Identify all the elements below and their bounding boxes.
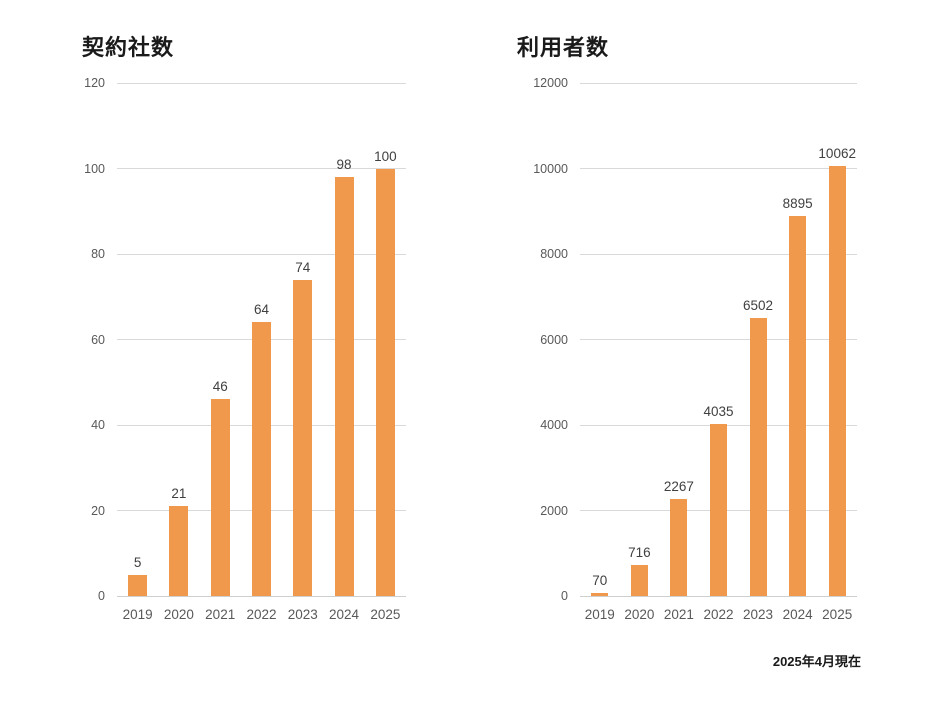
y-axis-tick-label: 120 — [84, 76, 105, 90]
y-axis-tick-label: 10000 — [533, 161, 568, 176]
as-of-date-note: 2025年4月現在 — [772, 654, 861, 669]
bar-data-label: 4035 — [703, 403, 734, 419]
user-count-chart-title: 利用者数 — [517, 35, 610, 60]
x-axis-category-label: 2021 — [663, 607, 694, 622]
bar-2022 — [252, 322, 271, 596]
bar-2020 — [630, 565, 648, 596]
bar-2025 — [828, 165, 846, 596]
x-axis-category-label: 2025 — [822, 607, 853, 622]
y-axis-tick-label: 40 — [91, 418, 105, 432]
gridline — [580, 168, 857, 169]
x-axis-category-label: 2023 — [743, 607, 774, 622]
bar-data-label: 6502 — [743, 298, 774, 314]
bar-2023 — [293, 279, 313, 596]
gridline — [117, 595, 406, 597]
x-axis-category-label: 2021 — [205, 607, 236, 622]
bar-2022 — [710, 423, 727, 596]
x-axis-category-label: 2022 — [703, 607, 734, 622]
gridline — [580, 595, 857, 597]
y-axis-tick-label: 20 — [91, 503, 105, 518]
x-axis-category-label: 2024 — [782, 607, 813, 622]
x-axis-category-label: 2024 — [329, 607, 360, 622]
bar-2024 — [334, 177, 354, 596]
y-axis-tick-label: 0 — [98, 589, 105, 603]
x-axis-category-label: 2019 — [122, 607, 153, 622]
contract-count-chart-title: 契約社数 — [82, 35, 175, 60]
gridline — [580, 339, 857, 340]
x-axis-category-label: 2019 — [584, 607, 615, 622]
bar-data-label: 64 — [253, 302, 270, 318]
x-axis-category-label: 2022 — [246, 607, 277, 622]
bar-2021 — [210, 399, 230, 596]
bar-data-label: 10062 — [818, 145, 856, 161]
bar-data-label: 5 — [133, 554, 142, 570]
y-axis-tick-label: 12000 — [533, 76, 568, 90]
bar-2019 — [128, 574, 148, 596]
y-axis-tick-label: 60 — [91, 332, 105, 347]
bar-2020 — [169, 506, 189, 596]
y-axis-tick-label: 80 — [91, 247, 105, 261]
bar-data-label: 100 — [374, 148, 397, 164]
bar-2025 — [375, 168, 395, 596]
bar-2023 — [749, 318, 767, 596]
bar-data-label: 74 — [295, 259, 311, 275]
bar-2024 — [789, 215, 807, 596]
y-axis-tick-label: 2000 — [540, 503, 568, 518]
gridline — [117, 168, 406, 169]
bar-data-label: 46 — [212, 379, 228, 395]
gridline — [117, 253, 406, 255]
bar-data-label: 716 — [628, 545, 651, 561]
x-axis-category-label: 2025 — [370, 607, 401, 622]
x-axis-category-label: 2020 — [624, 607, 655, 622]
bar-2019 — [591, 593, 609, 596]
y-axis-tick-label: 6000 — [540, 332, 568, 347]
bar-data-label: 2267 — [663, 479, 694, 495]
gridline — [580, 253, 857, 255]
bar-2021 — [670, 499, 688, 596]
gridline — [580, 82, 857, 84]
y-axis-tick-label: 4000 — [540, 418, 568, 432]
bar-data-label: 70 — [592, 573, 608, 588]
bar-data-label: 8895 — [782, 195, 813, 211]
bar-data-label: 98 — [336, 157, 352, 173]
y-axis-tick-label: 0 — [561, 589, 568, 603]
gridline — [117, 82, 406, 84]
y-axis-tick-label: 8000 — [540, 247, 568, 261]
y-axis-tick-label: 100 — [84, 161, 105, 176]
bar-data-label: 21 — [171, 486, 187, 502]
x-axis-category-label: 2023 — [287, 607, 318, 622]
x-axis-category-label: 2020 — [163, 607, 194, 622]
